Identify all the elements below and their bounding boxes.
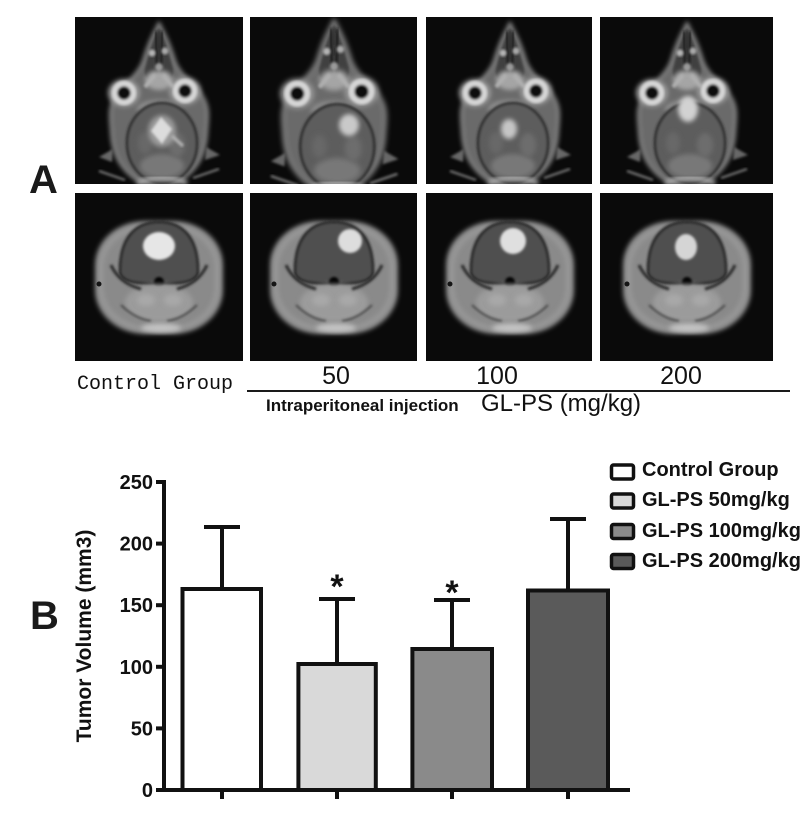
svg-text:*: *	[330, 568, 344, 606]
svg-text:GL-PS 200mg/kg: GL-PS 200mg/kg	[642, 550, 800, 572]
svg-text:50: 50	[131, 718, 153, 740]
svg-text:GL-PS 100mg/kg: GL-PS 100mg/kg	[642, 520, 800, 542]
svg-text:200: 200	[120, 534, 153, 556]
svg-text:150: 150	[120, 595, 153, 617]
svg-text:GL-PS 50mg/kg: GL-PS 50mg/kg	[642, 489, 790, 511]
svg-text:Control Group: Control Group	[642, 459, 779, 481]
svg-text:250: 250	[120, 472, 153, 494]
svg-text:100: 100	[120, 657, 153, 679]
svg-text:0: 0	[142, 780, 153, 802]
svg-text:*: *	[445, 574, 459, 612]
